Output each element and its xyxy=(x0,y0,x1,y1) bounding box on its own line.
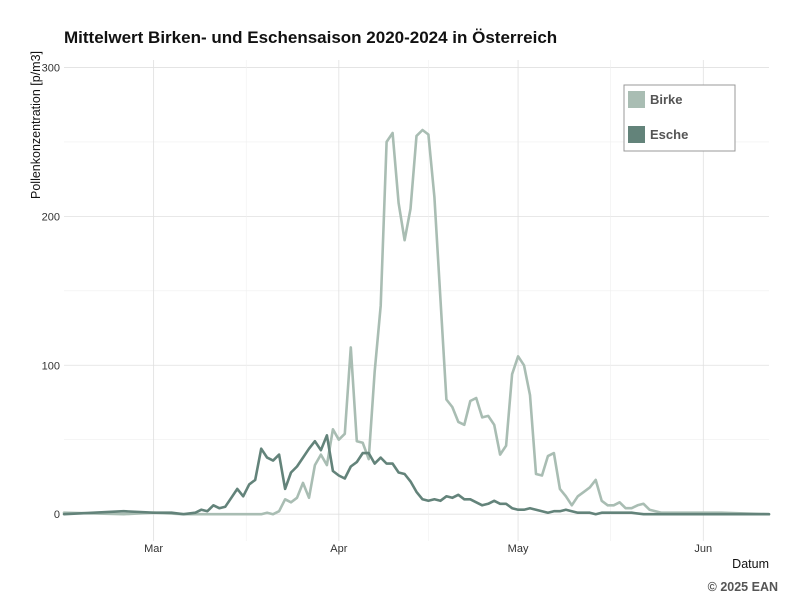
x-axis-ticks: Mar Apr May Jun xyxy=(144,543,712,555)
chart-title: Mittelwert Birken- und Eschensaison 2020… xyxy=(64,28,557,47)
y-tick-label: 100 xyxy=(42,360,60,372)
legend-label-esche: Esche xyxy=(650,127,688,142)
legend-label-birke: Birke xyxy=(650,92,683,107)
y-tick-label: 200 xyxy=(42,211,60,223)
y-tick-label: 300 xyxy=(42,62,60,74)
y-axis-ticks: 0 100 200 300 xyxy=(42,62,60,521)
chart-series-lines xyxy=(62,128,771,516)
x-axis-label: Datum xyxy=(732,557,769,571)
x-tick-label: Apr xyxy=(330,543,347,555)
legend-swatch-birke xyxy=(628,91,645,108)
legend-swatch-esche xyxy=(628,126,645,143)
x-tick-label: May xyxy=(508,543,529,555)
series-line-esche xyxy=(62,434,771,516)
y-tick-label: 0 xyxy=(54,509,60,521)
copyright-credit: © 2025 EAN xyxy=(708,580,778,594)
series-line-birke xyxy=(62,128,771,516)
x-tick-label: Mar xyxy=(144,543,163,555)
x-tick-label: Jun xyxy=(694,543,712,555)
y-axis-label: Pollenkonzentration [p/m3] xyxy=(29,51,43,199)
chart-legend: Birke Esche xyxy=(623,84,736,152)
